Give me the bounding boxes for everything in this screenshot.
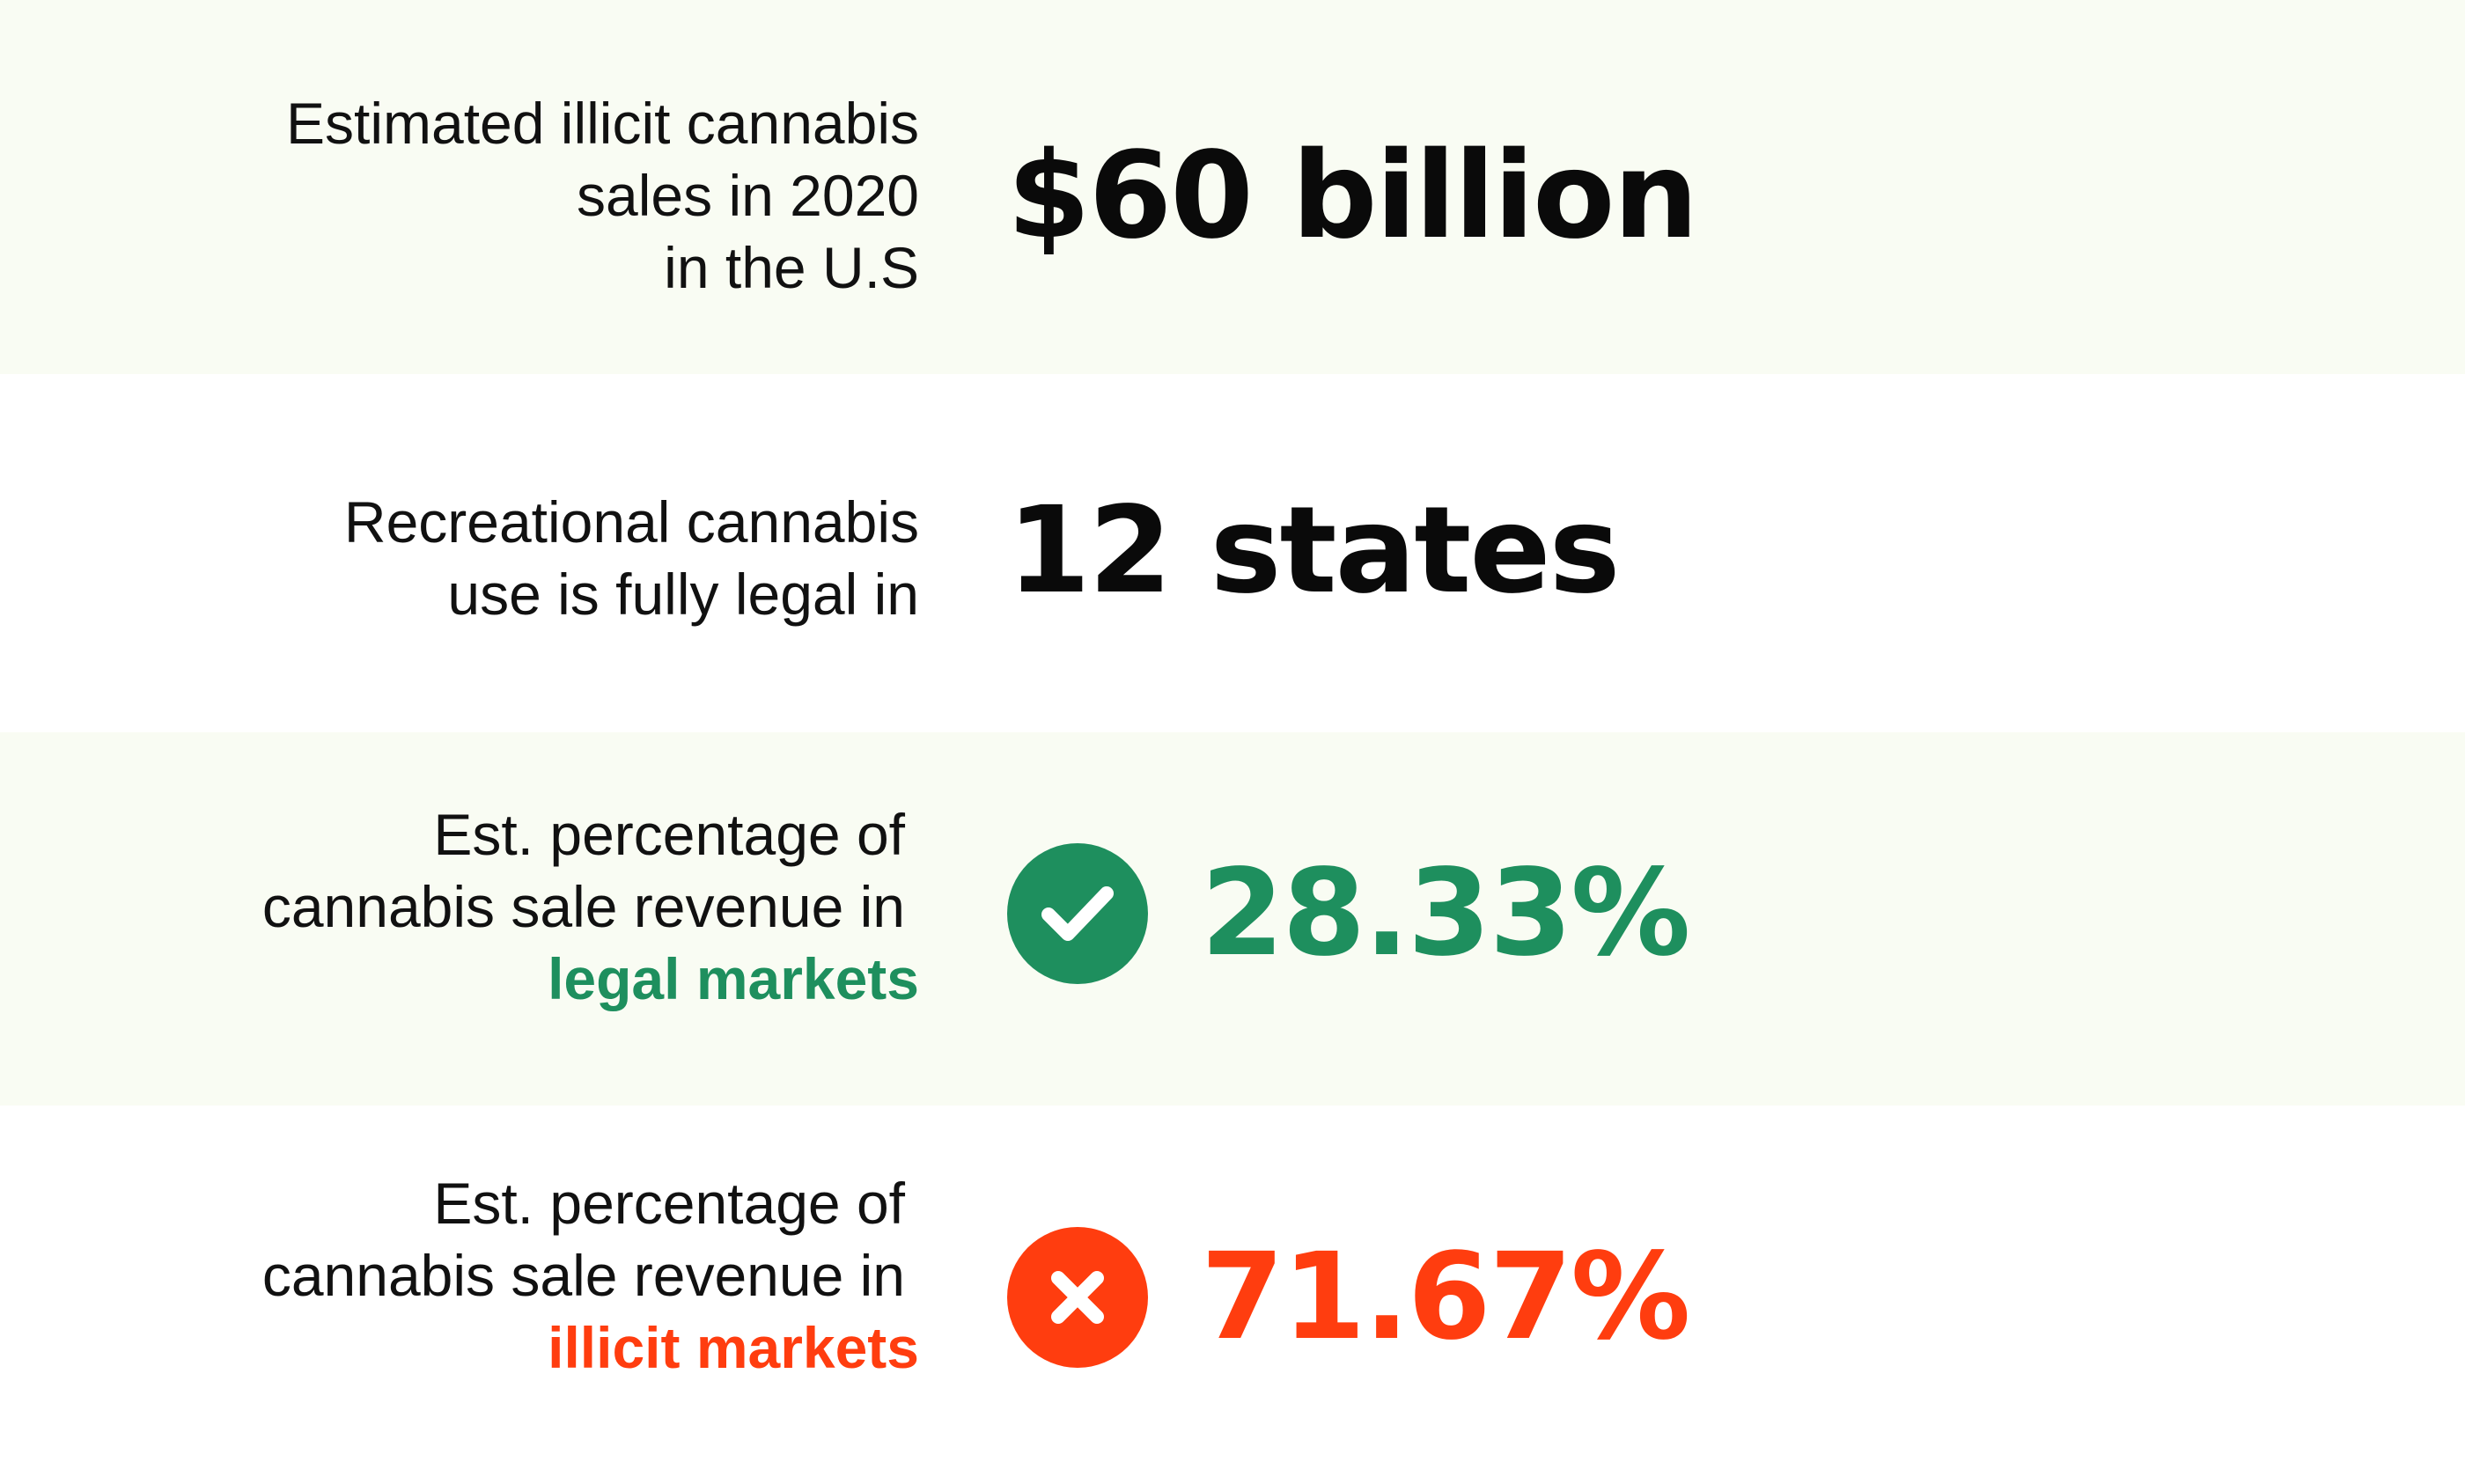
check-icon: [1007, 843, 1148, 984]
stat-row-legal-markets: [0, 732, 2465, 1106]
legal-markets-label: Est. percentage of cannabis sale revenue…: [262, 798, 919, 1015]
legal-markets-label-line-2: cannabis sale revenue in: [261, 874, 905, 939]
legal-markets-stat: 28.33%: [1007, 843, 1690, 984]
legal-markets-label-line-1: Est. percentage of: [433, 802, 905, 867]
illicit-sales-label-line-3: in the U.S: [664, 235, 919, 300]
legal-states-value: 12 states: [1007, 481, 1621, 621]
legal-markets-label-accent: legal markets: [548, 946, 919, 1011]
illicit-markets-label-line-1: Est. percentage of: [433, 1171, 905, 1236]
illicit-markets-label-accent: illicit markets: [548, 1315, 919, 1380]
stat-row-illicit-sales: [0, 0, 2465, 374]
illicit-markets-label-line-2: cannabis sale revenue in: [261, 1243, 905, 1308]
illicit-sales-label-line-1: Estimated illicit cannabis: [286, 91, 919, 156]
legal-states-label: Recreational cannabis use is fully legal…: [344, 486, 919, 630]
illicit-sales-label: Estimated illicit cannabis sales in 2020…: [286, 87, 919, 304]
legal-states-label-line-1: Recreational cannabis: [343, 489, 919, 555]
illicit-sales-label-line-2: sales in 2020: [577, 163, 919, 228]
legal-states-label-line-2: use is fully legal in: [447, 562, 919, 627]
legal-markets-percentage: 28.33%: [1201, 844, 1690, 983]
x-icon: [1007, 1227, 1148, 1368]
illicit-markets-percentage: 71.67%: [1201, 1228, 1690, 1367]
illicit-markets-stat: 71.67%: [1007, 1227, 1690, 1368]
illicit-sales-value: $60 billion: [1007, 127, 1698, 266]
illicit-markets-label: Est. percentage of cannabis sale revenue…: [262, 1167, 919, 1384]
